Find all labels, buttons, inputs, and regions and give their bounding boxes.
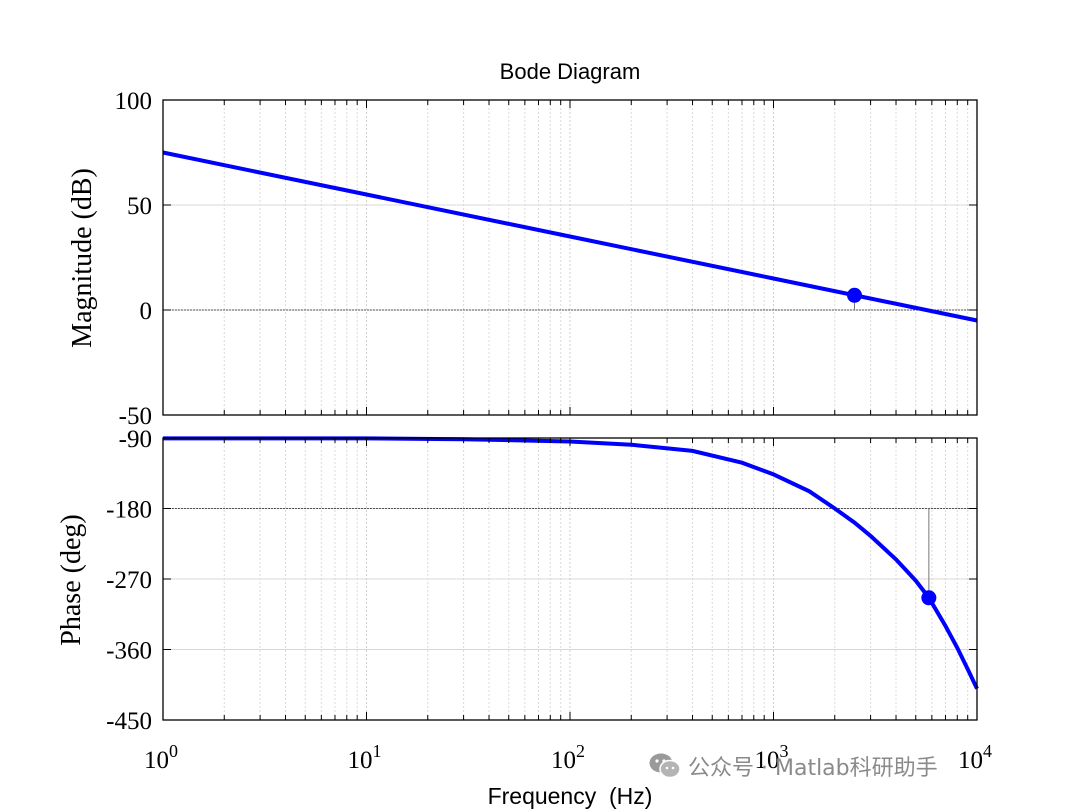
phase-margin-marker	[921, 590, 937, 606]
phase-grid	[163, 438, 977, 720]
watermark: 公众号 · Matlab科研助手	[648, 748, 938, 784]
y-tick-label: -360	[106, 638, 152, 665]
gain-margin-marker	[846, 287, 862, 303]
y-tick-label: -270	[106, 567, 152, 594]
phase-ticks	[163, 437, 977, 721]
y-tick-label: -180	[106, 497, 152, 524]
y-tick-label: 100	[115, 88, 153, 115]
phase-ylabel: Phase (deg)	[56, 514, 87, 645]
x-axis-label: Frequency (Hz)	[488, 783, 653, 809]
y-tick-label: -450	[106, 708, 152, 735]
x-tick-label: 100	[144, 741, 178, 774]
wechat-icon	[649, 753, 681, 779]
magnitude-series-line	[162, 150, 978, 323]
x-tick-label: 102	[551, 741, 585, 774]
magnitude-panel: 100 50 0 -50 Magnitude (dB)	[67, 88, 978, 430]
watermark-text: 公众号 · Matlab科研助手	[688, 756, 938, 781]
y-tick-label: 0	[140, 298, 153, 325]
y-tick-label: 50	[127, 193, 152, 220]
magnitude-ylabel: Magnitude (dB)	[67, 168, 98, 348]
chart-title: Bode Diagram	[500, 59, 641, 84]
magnitude-ticks	[163, 99, 977, 416]
phase-panel: -90 -180 -270 -360 -450 Phase (deg)	[56, 426, 979, 735]
y-tick-label: -90	[119, 426, 152, 453]
x-tick-labels: 100 101 102 103 104	[144, 741, 992, 774]
phase-ytick-labels: -90 -180 -270 -360 -450	[106, 426, 152, 735]
x-tick-label: 103	[755, 741, 789, 774]
x-tick-label: 101	[348, 741, 382, 774]
magnitude-ytick-labels: 100 50 0 -50	[115, 88, 153, 430]
y-tick-label: -50	[119, 403, 152, 430]
x-tick-label: 104	[958, 741, 992, 774]
